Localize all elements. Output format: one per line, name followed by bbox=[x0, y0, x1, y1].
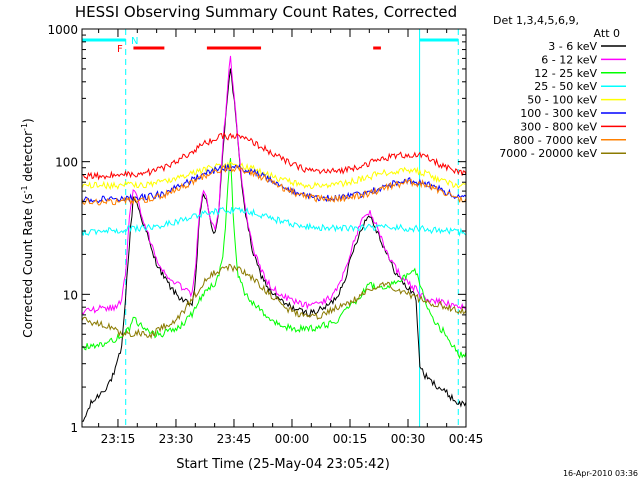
x-tick-label: 00:45 bbox=[449, 432, 484, 446]
y-axis-label-main: Corrected Count Rate (s bbox=[21, 193, 35, 337]
chart-title: HESSI Observing Summary Count Rates, Cor… bbox=[75, 3, 457, 21]
series-line-3 bbox=[81, 158, 467, 360]
legend-header-line-1: Det 1,3,4,5,6,9, bbox=[493, 14, 579, 27]
x-tick-label: 00:00 bbox=[275, 432, 310, 446]
state-bars bbox=[82, 38, 459, 50]
series-line-9 bbox=[81, 263, 467, 340]
x-tick-label: 23:30 bbox=[159, 432, 194, 446]
x-tick-label: 23:45 bbox=[217, 432, 252, 446]
x-axis-ticks: 23:15 23:30 23:45 00:00 00:15 00:30 00:45 bbox=[98, 29, 484, 446]
y-tick-label: 10 bbox=[63, 288, 78, 302]
legend-label: 300 - 800 keV bbox=[520, 120, 597, 133]
legend-label: 12 - 25 keV bbox=[534, 67, 597, 80]
series-lines bbox=[81, 55, 467, 422]
night-label: N bbox=[131, 36, 138, 47]
timestamp: 16-Apr-2010 03:36 bbox=[563, 469, 638, 478]
y-axis-label-sup1: -1 bbox=[20, 185, 29, 193]
y-tick-label: 1 bbox=[70, 421, 78, 435]
y-axis-label-end: ) bbox=[21, 118, 35, 123]
series-line-4 bbox=[81, 206, 467, 237]
x-tick-label: 00:30 bbox=[391, 432, 426, 446]
series-line-1 bbox=[82, 68, 467, 422]
legend-label: 3 - 6 keV bbox=[548, 40, 597, 53]
y-tick-label: 100 bbox=[55, 156, 78, 170]
legend-label: 25 - 50 keV bbox=[534, 80, 597, 93]
legend-label: 6 - 12 keV bbox=[541, 53, 597, 66]
series-line-8 bbox=[81, 163, 467, 206]
y-axis-label-mid: detector bbox=[21, 131, 35, 186]
x-tick-label: 23:15 bbox=[101, 432, 136, 446]
legend-label: 7000 - 20000 keV bbox=[499, 147, 597, 160]
y-axis-label-sup2: -1 bbox=[20, 123, 29, 131]
legend-header-line-2: Att 0 bbox=[594, 27, 620, 40]
legend-label: 50 - 100 keV bbox=[527, 94, 597, 107]
plot-frame bbox=[81, 28, 467, 428]
series-line-7 bbox=[81, 131, 467, 181]
legend-label: 800 - 7000 keV bbox=[513, 134, 597, 147]
flare-label: F bbox=[117, 44, 123, 55]
x-axis-label: Start Time (25-May-04 23:05:42) bbox=[176, 457, 390, 472]
y-tick-label: 1000 bbox=[47, 23, 78, 37]
series-line-6 bbox=[81, 163, 467, 204]
y-axis-ticks: 1 10 100 1000 bbox=[47, 23, 466, 435]
y-axis-label: Corrected Count Rate (s-1 detector-1) bbox=[20, 118, 35, 337]
plot-area: 23:15 23:30 23:45 00:00 00:15 00:30 00:45 1101… bbox=[47, 23, 483, 446]
x-tick-label: 00:15 bbox=[333, 432, 368, 446]
series-line-5 bbox=[81, 161, 467, 191]
legend-label: 100 - 300 keV bbox=[520, 107, 597, 120]
boundary-lines bbox=[125, 29, 459, 427]
